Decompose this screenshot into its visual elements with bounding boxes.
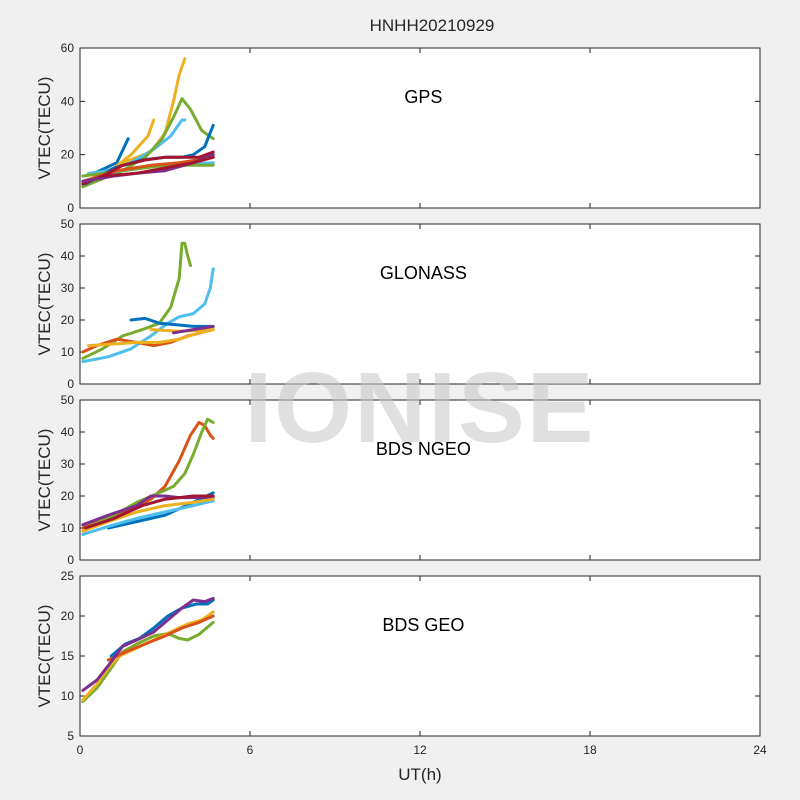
plot-area	[79, 399, 761, 561]
series-line-4	[87, 328, 215, 348]
series-line-2	[106, 614, 215, 662]
x-tick-label: 12	[413, 743, 427, 757]
x-tick-label: 6	[247, 743, 254, 757]
series-line-0	[81, 620, 215, 704]
y-tick-label: 60	[61, 41, 75, 55]
plot-area	[79, 575, 761, 737]
watermark: IONISE	[245, 352, 596, 464]
x-tick-label: 18	[583, 743, 597, 757]
x-tick-label: 0	[77, 743, 84, 757]
y-tick-label: 0	[67, 377, 74, 391]
panel-gps: 0 20 40 60 VTEC(TECU) GPS	[35, 41, 761, 215]
y-axis-label: VTEC(TECU)	[35, 605, 54, 708]
panel-bds-ngeo: 0 10 20 30 40 50 VTEC(TECU) BDS NGEO	[35, 393, 761, 567]
y-tick-label: 20	[61, 489, 75, 503]
panel-label: BDS NGEO	[376, 439, 471, 459]
y-tick-label: 40	[61, 425, 75, 439]
y-tick-label: 0	[67, 201, 74, 215]
y-axis-label: VTEC(TECU)	[35, 77, 54, 180]
y-tick-label: 50	[61, 393, 75, 407]
y-tick-label: 0	[67, 553, 74, 567]
panel-label: GLONASS	[380, 263, 467, 283]
series-line-11	[101, 155, 215, 178]
y-tick-label: 5	[67, 729, 74, 743]
x-tick-label: 24	[753, 743, 767, 757]
y-axis-label: VTEC(TECU)	[35, 429, 54, 532]
y-tick-label: 30	[61, 457, 75, 471]
series-line-9	[81, 150, 215, 186]
series-line-0	[81, 420, 215, 530]
y-tick-label: 10	[61, 521, 75, 535]
y-tick-label: 40	[61, 94, 75, 108]
y-tick-label: 25	[61, 569, 75, 583]
y-tick-label: 30	[61, 281, 75, 295]
panel-glonass: 0 10 20 30 40 50 VTEC(TECU) GLONASS	[35, 217, 761, 391]
y-tick-label: 10	[61, 345, 75, 359]
y-tick-label: 10	[61, 689, 75, 703]
figure-title: HNHH20210929	[370, 16, 495, 35]
panel-label: BDS GEO	[382, 615, 464, 635]
y-tick-label: 15	[61, 649, 75, 663]
y-tick-label: 20	[61, 609, 75, 623]
x-axis-label: UT(h)	[398, 765, 441, 784]
series-line-4	[81, 596, 215, 692]
series-line-2	[106, 491, 215, 530]
series-line-6	[84, 494, 215, 530]
y-tick-label: 40	[61, 249, 75, 263]
panel-bds-geo: 5 10 15 20 25 0 6 12 18 24 VTEC(TECU) BDS GEO	[35, 569, 767, 757]
series-line-3	[81, 499, 215, 536]
y-axis-label: VTEC(TECU)	[35, 253, 54, 356]
series-line-1	[81, 267, 215, 364]
plot-area	[79, 47, 761, 209]
series-line-2	[129, 316, 215, 328]
y-tick-label: 50	[61, 217, 75, 231]
y-tick-label: 20	[61, 148, 75, 162]
series-line-6	[172, 324, 215, 335]
y-tick-label: 20	[61, 313, 75, 327]
panel-label: GPS	[404, 87, 442, 107]
